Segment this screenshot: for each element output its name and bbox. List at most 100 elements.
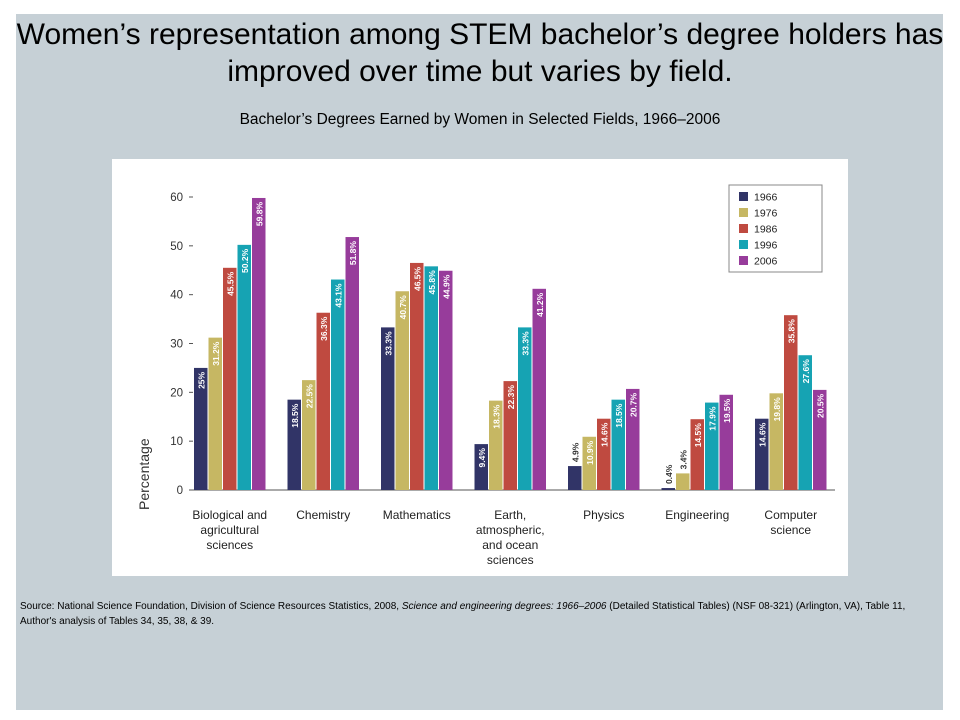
source-publication-title: Science and engineering degrees: 1966–20… bbox=[401, 601, 607, 612]
slide-title: Women’s representation among STEM bachel… bbox=[16, 18, 944, 88]
bar-value-label: 25% bbox=[196, 371, 206, 388]
x-axis-category-labels: Biological and agricultural sciencesChemis… bbox=[192, 508, 817, 567]
bar-1996 bbox=[424, 266, 438, 490]
bar-1976 bbox=[676, 473, 690, 490]
bar-value-label: 3.4% bbox=[678, 450, 688, 470]
legend-label: 2006 bbox=[754, 256, 778, 268]
bar-1976 bbox=[769, 393, 783, 490]
bar-value-label: 0.4% bbox=[664, 464, 674, 484]
bar-1986 bbox=[316, 312, 330, 490]
bars bbox=[194, 197, 827, 490]
bar-value-label: 14.6% bbox=[757, 422, 767, 447]
bar-value-label: 59.8% bbox=[254, 202, 264, 227]
bar-value-label: 19.5% bbox=[722, 398, 732, 423]
source-text-part1: Source: National Science Foundation, Div… bbox=[20, 601, 402, 612]
bar-value-label: 14.6% bbox=[599, 422, 609, 447]
bar-1966 bbox=[381, 327, 395, 490]
bar-value-label: 22.3% bbox=[506, 385, 516, 410]
bar-value-label: 18.5% bbox=[290, 403, 300, 428]
bar-value-label: 36.3% bbox=[319, 316, 329, 341]
bar-1996 bbox=[611, 399, 625, 490]
category-label-line: atmospheric, bbox=[476, 523, 545, 537]
bar-1976 bbox=[395, 291, 409, 490]
legend-label: 1976 bbox=[754, 208, 778, 220]
bar-1996 bbox=[331, 279, 345, 490]
bar-value-label: 20.7% bbox=[628, 392, 638, 417]
category-label-line: Computer bbox=[764, 508, 817, 522]
y-axis-label: Percentage bbox=[136, 438, 152, 510]
bar-value-label: 27.6% bbox=[801, 359, 811, 384]
bar-1996 bbox=[705, 402, 719, 490]
bar-labels: 25% 31.2% 45.5% 50.2% 59.8% 18.5% 22.5% 36.3% 43… bbox=[196, 202, 825, 485]
bar-value-label: 17.9% bbox=[707, 406, 717, 431]
category-label-line: and ocean bbox=[482, 538, 538, 552]
legend-swatch-1996 bbox=[739, 240, 748, 249]
bar-1996 bbox=[798, 355, 812, 490]
bar-1986 bbox=[784, 315, 798, 490]
legend-label: 1996 bbox=[754, 240, 778, 252]
bar-value-label: 9.4% bbox=[477, 448, 487, 468]
y-tick-label: 50 bbox=[170, 241, 183, 253]
bar-value-label: 46.5% bbox=[412, 266, 422, 291]
bar-1996 bbox=[237, 244, 251, 490]
legend-label: 1986 bbox=[754, 224, 778, 236]
legend-swatch-1966 bbox=[739, 192, 748, 201]
category-label-line: agricultural bbox=[200, 523, 259, 537]
bar-value-label: 18.3% bbox=[491, 404, 501, 429]
category-label: Chemistry bbox=[296, 508, 350, 522]
bar-value-label: 45.8% bbox=[427, 270, 437, 295]
category-label-line: Earth, bbox=[494, 508, 526, 522]
bar-value-label: 31.2% bbox=[211, 341, 221, 366]
legend-label: 1966 bbox=[754, 192, 778, 204]
category-label: Biological and agricultural sciences bbox=[192, 508, 267, 552]
category-label-line: sciences bbox=[206, 538, 253, 552]
bar-value-label: 41.2% bbox=[535, 292, 545, 317]
y-tick-label: 40 bbox=[170, 290, 183, 302]
bar-value-label: 22.5% bbox=[304, 384, 314, 409]
category-label: Earth, atmospheric, and ocean sciences bbox=[476, 508, 545, 567]
category-label-line: Biological and bbox=[192, 508, 267, 522]
category-label-line: Chemistry bbox=[296, 508, 350, 522]
bar-value-label: 51.8% bbox=[348, 241, 358, 266]
category-label-line: sciences bbox=[487, 553, 534, 567]
category-label: Physics bbox=[583, 508, 624, 522]
bar-1986 bbox=[410, 262, 424, 490]
bar-1976 bbox=[302, 380, 316, 490]
bar-2006 bbox=[719, 394, 733, 490]
category-label-line: Engineering bbox=[665, 508, 729, 522]
category-label: Engineering bbox=[665, 508, 729, 522]
y-tick-label: 0 bbox=[177, 485, 183, 497]
legend-swatch-2006 bbox=[739, 256, 748, 265]
bar-value-label: 43.1% bbox=[333, 283, 343, 308]
bar-value-label: 50.2% bbox=[240, 248, 250, 273]
legend: 1966 1976 1986 1996 2006 bbox=[728, 184, 823, 273]
bar-2006 bbox=[439, 270, 453, 490]
category-label: Computer science bbox=[764, 508, 817, 537]
bar-value-label: 33.3% bbox=[383, 331, 393, 356]
chart: Percentage 0 10 20 30 40 50 60 25% 31.2% 45.5% 50… bbox=[112, 159, 848, 576]
bar-1986 bbox=[597, 418, 611, 490]
y-tick-label: 60 bbox=[170, 192, 183, 204]
bar-2006 bbox=[345, 237, 359, 490]
bar-value-label: 14.5% bbox=[693, 423, 703, 448]
category-label-line: Physics bbox=[583, 508, 624, 522]
bar-1996 bbox=[518, 327, 532, 490]
bar-value-label: 45.5% bbox=[225, 271, 235, 296]
source-text-part2: (Detailed Statistical Tables) (NSF 08-32… bbox=[20, 601, 906, 627]
y-axis-ticks: 0 10 20 30 40 50 60 bbox=[170, 192, 193, 497]
y-tick-label: 20 bbox=[170, 387, 183, 399]
bar-1966 bbox=[661, 488, 675, 490]
bar-value-label: 18.5% bbox=[614, 403, 624, 428]
y-tick-label: 30 bbox=[170, 339, 183, 351]
legend-swatch-1976 bbox=[739, 208, 748, 217]
bar-1966 bbox=[287, 399, 301, 490]
category-label: Mathematics bbox=[383, 508, 451, 522]
category-label-line: science bbox=[770, 523, 811, 537]
bar-1976 bbox=[489, 400, 503, 490]
bar-value-label: 35.8% bbox=[786, 319, 796, 344]
bar-value-label: 4.9% bbox=[570, 442, 580, 462]
chart-heading: Bachelor’s Degrees Earned by Women in Se… bbox=[239, 111, 721, 128]
bar-1976 bbox=[582, 436, 596, 490]
bar-1986 bbox=[503, 381, 517, 490]
y-tick-label: 10 bbox=[170, 436, 183, 448]
